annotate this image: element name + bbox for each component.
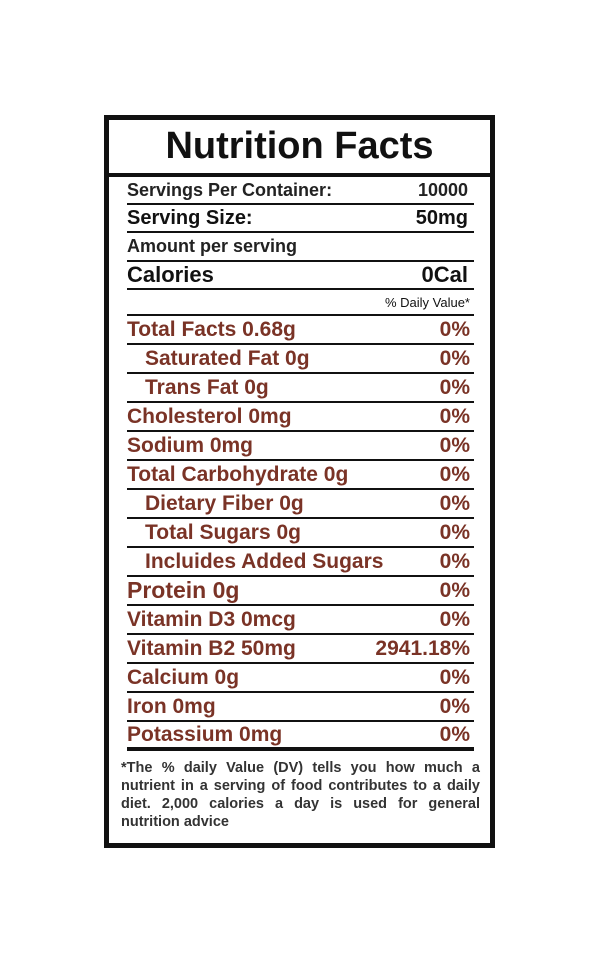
nutrient-row-total-fat: Total Facts 0.68g 0%	[127, 316, 474, 345]
nutrient-name: Dietary Fiber 0g	[145, 491, 304, 515]
nutrient-daily-value: 0%	[439, 433, 470, 457]
nutrient-daily-value: 0%	[439, 607, 470, 631]
nutrient-daily-value: 0%	[439, 549, 470, 573]
nutrient-name: Saturated Fat 0g	[145, 346, 310, 370]
servings-per-container-label: Servings Per Container:	[127, 179, 333, 200]
nutrient-row-protein: Protein 0g 0%	[127, 577, 474, 606]
nutrient-name: Potassium 0mg	[127, 722, 283, 746]
nutrient-row-calcium: Calcium 0g 0%	[127, 664, 474, 693]
amount-per-serving-label: Amount per serving	[127, 236, 298, 256]
nutrition-facts-label: Nutrition Facts Servings Per Container: …	[104, 115, 495, 848]
nutrient-daily-value: 0%	[439, 346, 470, 370]
servings-per-container-row: Servings Per Container: 10000	[127, 177, 474, 205]
nutrient-name: Vitamin B2 50mg	[127, 636, 296, 660]
nutrient-name: Calcium 0g	[127, 665, 240, 689]
nutrient-name: Total Carbohydrate 0g	[127, 462, 349, 486]
nutrient-row-cholesterol: Cholesterol 0mg 0%	[127, 403, 474, 432]
nutrient-row-total-carbohydrate: Total Carbohydrate 0g 0%	[127, 461, 474, 490]
daily-value-header: % Daily Value*	[384, 294, 470, 310]
label-body: Servings Per Container: 10000 Serving Si…	[109, 177, 490, 751]
nutrient-name: Iron 0mg	[127, 694, 216, 718]
nutrient-name: Trans Fat 0g	[145, 375, 269, 399]
nutrient-daily-value: 0%	[439, 462, 470, 486]
calories-label: Calories	[127, 262, 214, 287]
nutrient-daily-value: 0%	[439, 404, 470, 428]
nutrient-daily-value: 0%	[439, 694, 470, 718]
serving-size-label: Serving Size:	[127, 206, 253, 229]
nutrient-name: Incluides Added Sugars	[145, 549, 384, 573]
nutrient-daily-value: 0%	[439, 578, 470, 602]
nutrient-daily-value: 0%	[439, 665, 470, 689]
nutrient-row-iron: Iron 0mg 0%	[127, 693, 474, 722]
nutrient-daily-value: 0%	[439, 317, 470, 341]
nutrient-row-dietary-fiber: Dietary Fiber 0g 0%	[127, 490, 474, 519]
nutrient-row-vitamin-b2: Vitamin B2 50mg 2941.18%	[127, 635, 474, 664]
nutrient-row-potassium: Potassium 0mg 0%	[127, 722, 474, 751]
nutrient-name: Protein 0g	[127, 577, 240, 603]
nutrient-name: Total Sugars 0g	[145, 520, 301, 544]
calories-value: 0Cal	[421, 262, 468, 287]
nutrient-daily-value: 0%	[439, 722, 470, 746]
daily-value-footnote: *The % daily Value (DV) tells you how mu…	[121, 760, 480, 830]
nutrient-name: Cholesterol 0mg	[127, 404, 292, 428]
nutrient-row-vitamin-d3: Vitamin D3 0mcg 0%	[127, 606, 474, 635]
label-title: Nutrition Facts	[109, 120, 490, 177]
nutrient-daily-value: 2941.18%	[375, 636, 470, 660]
serving-size-value: 50mg	[415, 206, 468, 229]
serving-size-row: Serving Size: 50mg	[127, 205, 474, 233]
nutrient-daily-value: 0%	[439, 375, 470, 399]
nutrient-daily-value: 0%	[439, 520, 470, 544]
nutrient-row-added-sugars: Incluides Added Sugars 0%	[127, 548, 474, 577]
servings-per-container-value: 10000	[417, 179, 468, 200]
daily-value-header-row: % Daily Value*	[127, 290, 474, 316]
nutrient-row-saturated-fat: Saturated Fat 0g 0%	[127, 345, 474, 374]
nutrient-name: Sodium 0mg	[127, 433, 254, 457]
amount-per-serving-row: Amount per serving	[127, 233, 474, 262]
nutrient-name: Total Facts 0.68g	[127, 317, 296, 341]
nutrient-name: Vitamin D3 0mcg	[127, 607, 296, 631]
nutrient-row-sodium: Sodium 0mg 0%	[127, 432, 474, 461]
nutrient-daily-value: 0%	[439, 491, 470, 515]
calories-row: Calories 0Cal	[127, 262, 474, 290]
nutrient-row-total-sugars: Total Sugars 0g 0%	[127, 519, 474, 548]
nutrient-row-trans-fat: Trans Fat 0g 0%	[127, 374, 474, 403]
